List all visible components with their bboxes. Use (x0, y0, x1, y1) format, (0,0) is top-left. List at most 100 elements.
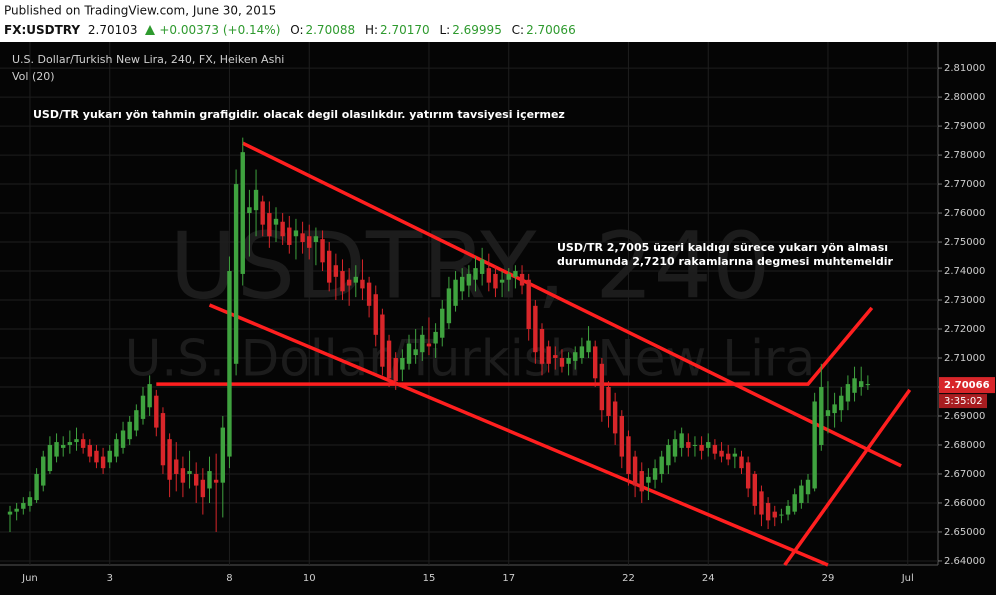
candle-body (87, 444, 92, 457)
y-tick-label: 2.72000 (944, 324, 985, 335)
y-tick-label: 2.81000 (944, 63, 985, 74)
candle-body (832, 404, 837, 414)
y-tick-label: 2.64000 (944, 556, 985, 567)
y-tick-label: 2.65000 (944, 527, 985, 538)
candle-body (706, 442, 711, 448)
candle-body (533, 305, 538, 353)
candle-body (785, 505, 791, 515)
y-tick-label: 2.73000 (944, 295, 985, 306)
candle-body (333, 265, 339, 277)
candle-body (114, 439, 119, 457)
last: 2.70103 (88, 23, 138, 37)
candle-body (859, 381, 864, 387)
candle-body (253, 189, 259, 211)
candle-body (686, 442, 691, 448)
candle-body (626, 436, 631, 474)
candle-body (479, 259, 485, 274)
candle-body (54, 442, 59, 457)
candle-body (805, 479, 811, 495)
candle-body (433, 331, 438, 344)
o-value: 2.70088 (305, 23, 355, 37)
annotation: USD/TR yukarı yön tahmin grafigidir. ola… (33, 108, 565, 121)
y-tick-label: 2.79000 (944, 121, 985, 132)
candle-body (393, 358, 398, 382)
candle-body (140, 395, 146, 419)
annotation: USD/TR 2,7005 üzeri kaldıgı sürece yukar… (557, 241, 888, 254)
c-label: C: (512, 23, 524, 37)
candle-body (220, 427, 225, 483)
x-tick-label: 15 (423, 573, 436, 584)
candle-body (446, 288, 452, 324)
y-tick-label: 2.68000 (944, 440, 985, 451)
candle-body (313, 236, 319, 243)
x-tick-label: 24 (702, 573, 715, 584)
candle-body (699, 444, 704, 451)
candle-body (320, 239, 325, 263)
candle-body (134, 410, 139, 431)
candle-body (194, 473, 199, 486)
candle-body (453, 279, 458, 306)
candle-body (260, 201, 265, 225)
candle-body (61, 444, 66, 448)
candle-body (772, 511, 777, 518)
indicator-label: Vol (20) (12, 70, 55, 83)
candle-body (21, 502, 26, 509)
countdown-box (939, 394, 987, 409)
countdown: 3:35:02 (944, 396, 983, 407)
chart-title: U.S. Dollar/Turkish New Lira, 240, FX, H… (12, 53, 284, 66)
candle-body (732, 453, 738, 457)
o-label: O: (290, 23, 303, 37)
candle-body (147, 384, 152, 408)
candle-body (606, 386, 611, 416)
candle-body (386, 340, 392, 379)
candle-body (413, 349, 418, 356)
x-tick-label: 17 (502, 573, 515, 584)
candle-body (599, 363, 605, 411)
trendline (241, 141, 902, 468)
candle-body (366, 282, 372, 306)
candle-body (127, 421, 132, 440)
h-value: 2.70170 (380, 23, 430, 37)
candle-body (207, 471, 212, 489)
candle-body (100, 456, 106, 469)
candle-body (227, 271, 232, 457)
l-label: L: (439, 23, 450, 37)
candle-body (526, 279, 531, 330)
candle-body (327, 250, 332, 283)
candle-body (420, 334, 425, 353)
candle-body (120, 430, 126, 448)
candle-body (679, 433, 684, 448)
candle-body (586, 340, 591, 353)
candle-body (267, 213, 272, 237)
candle-body (546, 346, 551, 364)
candle-body (426, 343, 432, 347)
change: +0.00373 (+0.14%) (159, 23, 280, 37)
candle-body (672, 439, 678, 457)
candle-body (34, 473, 39, 501)
candle-body (579, 346, 585, 359)
candle-body (200, 479, 206, 498)
candle-body (240, 152, 245, 274)
candle-body (539, 329, 545, 364)
axes: 2.64000 2.65000 2.66000 2.67000 2.68000 2.690… (21, 63, 995, 584)
up-arrow (145, 25, 155, 35)
candle-body (779, 514, 784, 516)
candle-body (107, 450, 112, 463)
candle-body (247, 207, 252, 214)
candle-body (167, 439, 172, 480)
candle-body (726, 453, 731, 460)
candle-body (593, 346, 598, 379)
candle-body (80, 439, 86, 448)
l-value: 2.69995 (452, 23, 502, 37)
y-tick-label: 2.69000 (944, 411, 985, 422)
candle-body (765, 502, 771, 521)
trendline (783, 388, 912, 567)
candle-body (340, 271, 345, 292)
y-tick-label: 2.71000 (944, 353, 985, 364)
candle-body (346, 279, 352, 286)
candle-body (486, 268, 491, 283)
candle-body (812, 401, 817, 489)
trendline (156, 306, 874, 386)
quote: FX:USDTRY 2.70103 +0.00373 (+0.14%) O: 2.… (4, 23, 576, 37)
